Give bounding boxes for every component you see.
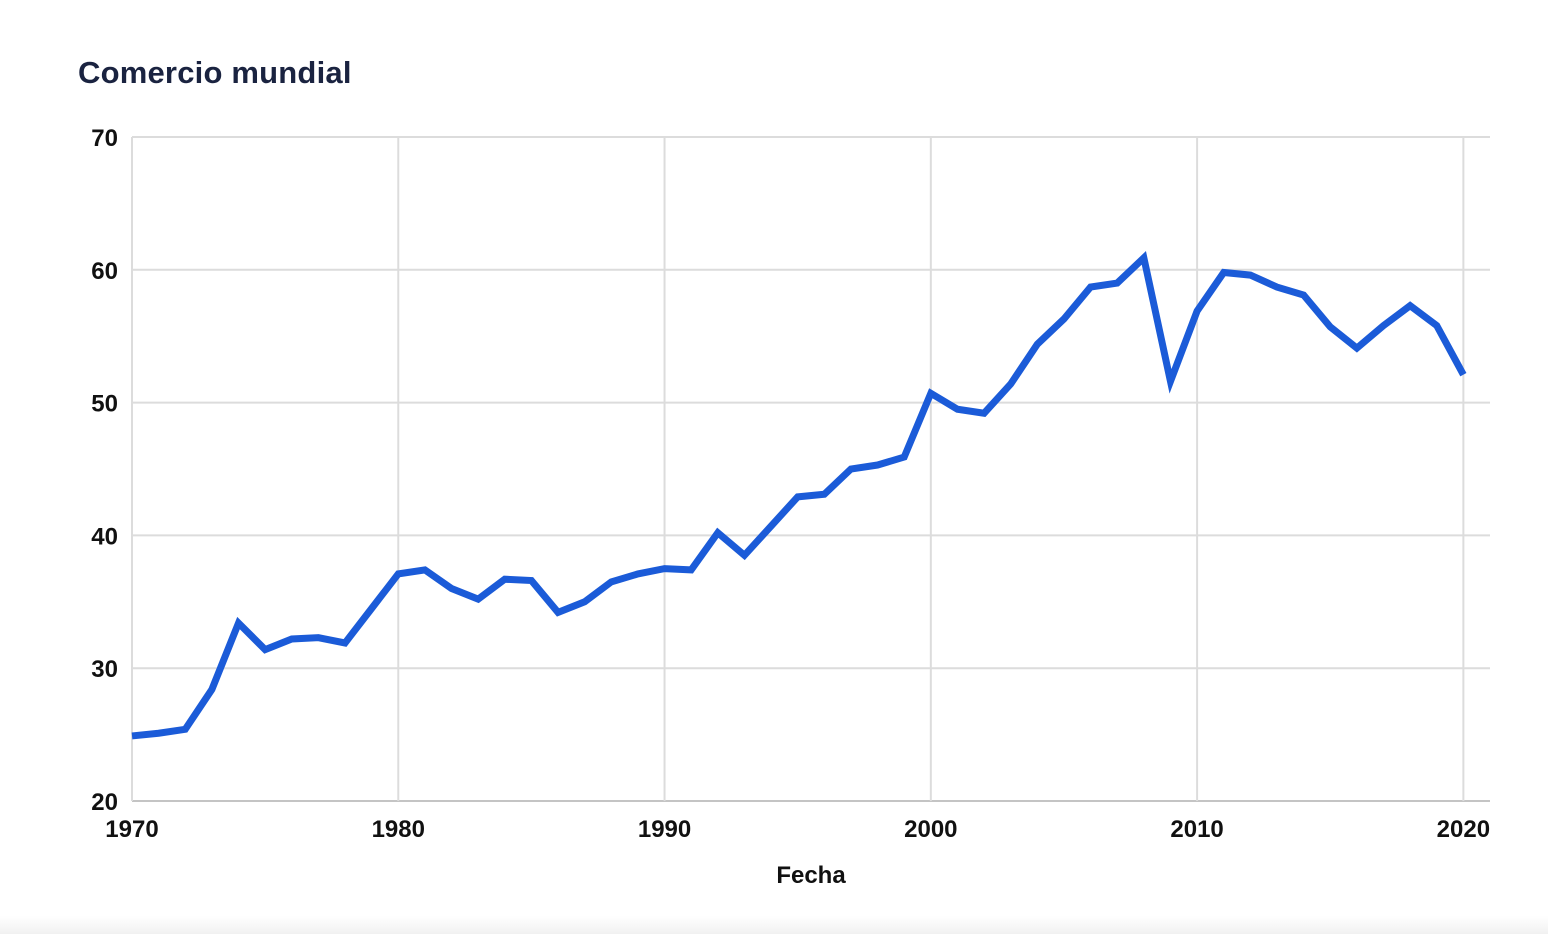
chart-title: Comercio mundial (78, 55, 352, 90)
x-tick-label: 2020 (1437, 816, 1490, 843)
y-tick-label: 50 (91, 391, 118, 418)
x-tick-label: 1970 (105, 816, 158, 843)
data-line-comercio-mundial (131, 251, 1467, 740)
x-tick-label: 1990 (638, 816, 691, 843)
y-tick-label: 20 (91, 789, 118, 816)
x-tick-label: 2010 (1170, 816, 1223, 843)
footer-band (0, 916, 1548, 934)
x-tick-label: 1980 (372, 816, 425, 843)
y-tick-label: 40 (91, 523, 118, 550)
x-tick-label: 2000 (904, 816, 957, 843)
x-axis-title: Fecha (776, 862, 846, 889)
y-tick-label: 30 (91, 656, 118, 683)
y-tick-label: 60 (91, 258, 118, 285)
y-tick-label: 70 (91, 125, 118, 152)
